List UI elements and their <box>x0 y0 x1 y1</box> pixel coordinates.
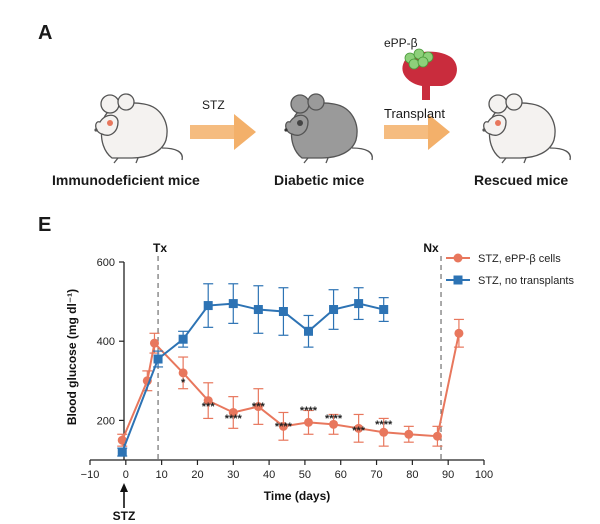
data-point <box>203 396 213 406</box>
significance-mark: **** <box>300 405 318 417</box>
reference-lines: Tx Nx <box>153 241 442 460</box>
data-point <box>329 419 339 429</box>
y-axis-label: Blood glucose (mg dl⁻¹) <box>65 289 79 425</box>
series-no-transplant <box>117 283 389 457</box>
x-tick-label: 0 <box>123 469 129 481</box>
significance-annotations: ************************** **** <box>181 377 393 437</box>
vline-label-nx: Nx <box>423 241 439 255</box>
x-tick-label: 80 <box>406 469 418 481</box>
vline-label-tx: Tx <box>153 241 167 255</box>
arrow-transplant-icon <box>384 114 450 150</box>
x-tick-label: 40 <box>263 469 275 481</box>
data-point <box>379 305 389 315</box>
significance-mark: **** <box>225 413 243 425</box>
data-point <box>149 338 159 348</box>
x-tick-label: 10 <box>156 469 168 481</box>
y-tick-label: 200 <box>97 415 115 427</box>
y-tick-label: 400 <box>97 336 115 348</box>
x-tick-label: 20 <box>191 469 203 481</box>
significance-mark: *** <box>202 401 216 413</box>
data-point <box>203 301 213 311</box>
stage-label-rescued: Rescued mice <box>474 172 569 188</box>
data-point <box>228 407 238 417</box>
organ-label: ePP-β <box>384 36 418 50</box>
data-point <box>253 402 263 412</box>
arrow2-label: Transplant <box>384 106 445 121</box>
y-tick-label: 600 <box>97 257 115 269</box>
stz-arrow-head <box>120 483 128 492</box>
x-tick-label: 30 <box>227 469 239 481</box>
data-point <box>178 368 188 378</box>
significance-mark: * <box>181 377 186 389</box>
data-point <box>117 447 127 457</box>
series-line <box>121 302 384 453</box>
white-mouse-icon <box>94 93 183 164</box>
significance-mark: **** <box>375 419 393 431</box>
legend-marker <box>453 253 463 263</box>
x-axis-label: Time (days) <box>264 489 330 503</box>
organ-icon <box>402 48 457 100</box>
x-tick-label: 90 <box>442 469 454 481</box>
data-point <box>253 305 263 315</box>
legend: STZ, ePP-β cells STZ, no transplants <box>446 253 574 287</box>
panel-a-illustration <box>94 48 571 164</box>
arrow1-label: STZ <box>202 98 225 112</box>
legend-marker <box>453 275 463 285</box>
data-point <box>354 299 364 309</box>
data-point <box>454 328 464 338</box>
x-tick-label: 100 <box>475 469 493 481</box>
data-point <box>329 305 339 315</box>
stz-marker: STZ <box>113 483 136 523</box>
data-point <box>278 421 288 431</box>
stz-marker-label: STZ <box>113 509 136 523</box>
legend-label: STZ, no transplants <box>478 275 574 287</box>
data-point <box>432 431 442 441</box>
data-point <box>303 417 313 427</box>
significance-mark: **** <box>275 421 293 433</box>
data-point <box>228 299 238 309</box>
data-point <box>379 427 389 437</box>
panel-a-letter: A <box>38 22 53 44</box>
data-point <box>278 307 288 316</box>
series-group <box>117 283 464 457</box>
data-point <box>178 334 188 344</box>
x-tick-label: 60 <box>335 469 347 481</box>
x-tick-label: −10 <box>81 469 100 481</box>
x-tick-label: 50 <box>299 469 311 481</box>
significance-mark: *** <box>352 425 366 437</box>
significance-mark: **** <box>325 413 343 425</box>
panel-e-letter: E <box>38 214 52 236</box>
rescued-mouse-icon <box>482 93 571 164</box>
data-point <box>404 429 414 439</box>
stage-label-immunodeficient: Immunodeficient mice <box>52 172 200 188</box>
data-point <box>117 435 127 445</box>
legend-label: STZ, ePP-β cells <box>478 253 561 265</box>
arrow-stz-icon <box>190 114 256 150</box>
x-tick-label: 70 <box>370 469 382 481</box>
data-point <box>153 354 163 364</box>
gray-mouse-icon <box>284 93 373 164</box>
series-epp-beta <box>117 318 464 447</box>
axes: 200 400 600 −10 0 10 20 30 40 50 60 70 80 90 100 Time (… <box>65 257 493 503</box>
data-point <box>303 326 313 336</box>
significance-mark: *** <box>252 401 266 413</box>
data-point <box>354 423 364 433</box>
stage-label-diabetic: Diabetic mice <box>274 172 365 188</box>
